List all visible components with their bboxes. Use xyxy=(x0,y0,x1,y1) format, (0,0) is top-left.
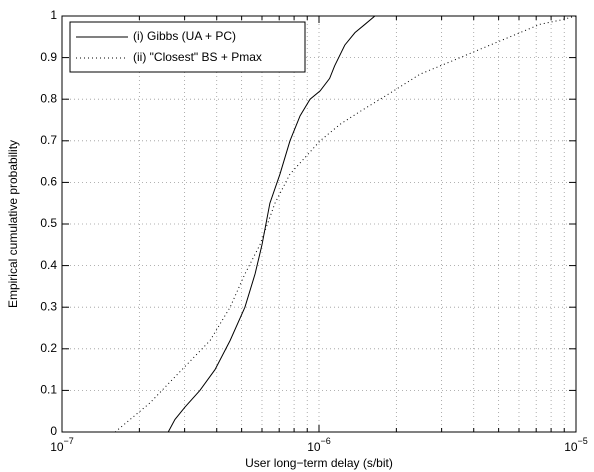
y-tick-label: 0.3 xyxy=(40,299,57,313)
tick-exponent: −6 xyxy=(321,436,331,446)
y-tick-label: 0.1 xyxy=(40,383,57,397)
y-tick-label: 0 xyxy=(50,424,57,438)
series-line xyxy=(114,15,577,433)
x-tick-label: 10−6 xyxy=(307,436,331,454)
tick-exponent: −7 xyxy=(64,436,74,446)
y-tick-label: 1 xyxy=(50,8,57,22)
x-axis-label: User long−term delay (s/bit) xyxy=(245,456,393,470)
tick-base: 10 xyxy=(50,440,64,454)
tick-base: 10 xyxy=(307,440,321,454)
y-tick-label: 0.2 xyxy=(40,341,57,355)
x-tick-label: 10−7 xyxy=(50,436,74,454)
plot-frame xyxy=(61,15,577,433)
x-tick-label: 10−5 xyxy=(564,436,588,454)
tick-exponent: −5 xyxy=(578,436,588,446)
legend-label: (i) Gibbs (UA + PC) xyxy=(133,29,236,43)
y-tick-label: 0.7 xyxy=(40,133,57,147)
y-tick-label: 0.6 xyxy=(40,175,57,189)
y-axis-label: Empirical cumulative probability xyxy=(6,140,20,308)
y-tick-label: 0.8 xyxy=(40,91,57,105)
legend-label: (ii) "Closest" BS + Pmax xyxy=(133,50,262,64)
y-tick-label: 0.5 xyxy=(40,216,57,230)
tick-base: 10 xyxy=(564,440,578,454)
y-tick-label: 0.9 xyxy=(40,50,57,64)
legend-box xyxy=(69,21,306,73)
y-tick-label: 0.4 xyxy=(40,258,57,272)
series-line xyxy=(167,15,386,433)
